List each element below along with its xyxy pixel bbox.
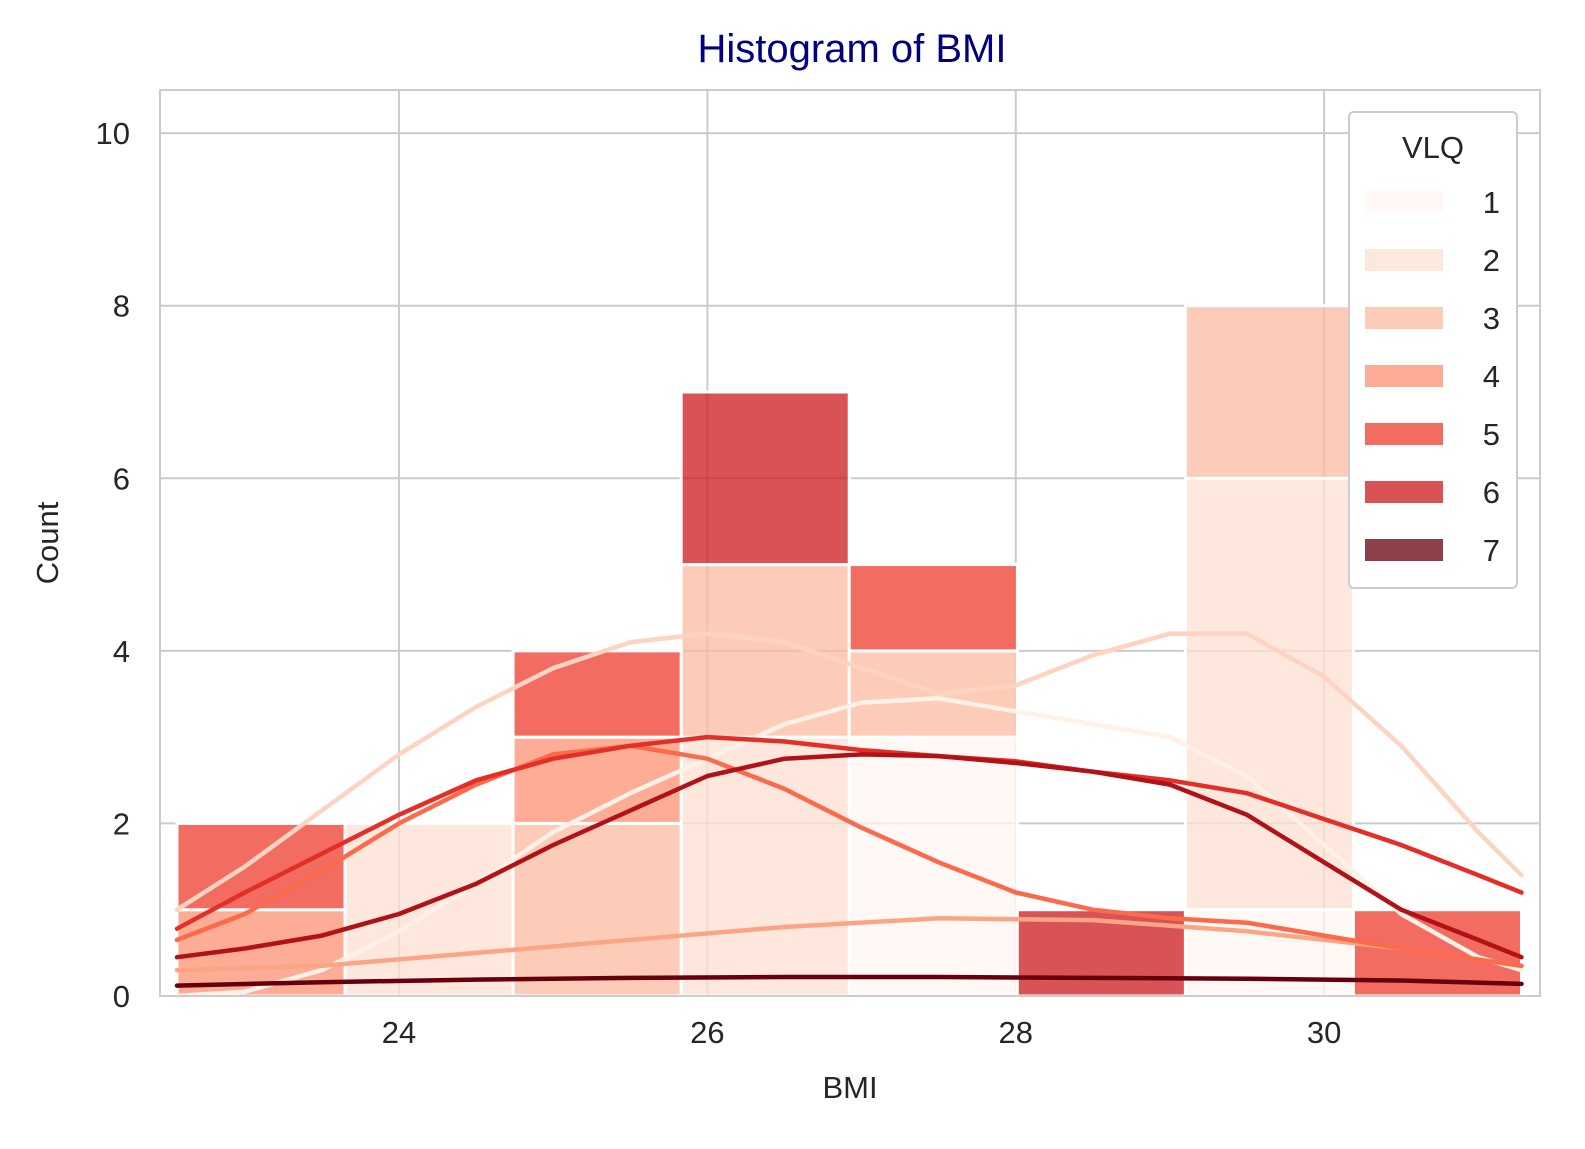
legend-swatch	[1365, 249, 1443, 271]
legend-swatch	[1365, 481, 1443, 503]
legend-item-vlq-4: 4	[1365, 359, 1500, 394]
kde-curve-vlq-1	[174, 696, 1524, 999]
histogram-bar-vlq-6	[679, 390, 851, 567]
legend-swatch	[1365, 365, 1443, 387]
y-tick-label: 2	[113, 806, 130, 841]
legend-item-vlq-1: 1	[1365, 185, 1500, 220]
histogram-bar-vlq-2	[343, 821, 515, 998]
kde-curve-vlq-6	[174, 752, 1524, 960]
histogram-bar-vlq-1	[847, 735, 1019, 998]
legend-label: 7	[1483, 533, 1500, 568]
plot-area	[159, 89, 1541, 999]
legend-label: 4	[1483, 359, 1500, 394]
legend-item-vlq-2: 2	[1365, 243, 1500, 278]
legend-title: VLQ	[1402, 130, 1464, 165]
y-tick-label: 8	[113, 289, 130, 324]
legend-label: 2	[1483, 243, 1500, 278]
histogram-bar-vlq-2	[1183, 476, 1355, 912]
kde-curve-vlq-7	[174, 974, 1524, 988]
legend-label: 6	[1483, 475, 1500, 510]
x-tick-label: 26	[690, 1015, 724, 1050]
legend-items: 1 2 3 4 5 6 7	[1365, 185, 1500, 568]
kde-curve-vlq-4	[174, 743, 1524, 969]
y-tick-label: 10	[96, 116, 130, 151]
histogram-bar-vlq-3	[1183, 304, 1355, 480]
legend-item-vlq-5: 5	[1365, 417, 1500, 452]
legend-swatch	[1365, 307, 1443, 329]
x-tick-label: 24	[382, 1015, 416, 1050]
histogram-bar-vlq-5	[847, 563, 1019, 653]
kde-curve-vlq-5	[174, 734, 1524, 931]
legend-box	[1348, 111, 1518, 589]
x-tick-label: 30	[1307, 1015, 1341, 1050]
legend-item-vlq-3: 3	[1365, 301, 1500, 336]
histogram-bar-vlq-5	[511, 649, 683, 739]
legend-label: 3	[1483, 301, 1500, 336]
legend-item-vlq-7: 7	[1365, 533, 1500, 568]
y-axis-ticks: 0 2 4 6 8 10	[96, 116, 130, 1014]
x-axis-label: BMI	[822, 1070, 877, 1105]
histogram-bar-vlq-3	[511, 821, 683, 998]
y-tick-label: 0	[113, 979, 130, 1014]
legend-swatch	[1365, 539, 1443, 561]
kde-curve-vlq-2	[174, 631, 1524, 912]
x-tick-label: 28	[999, 1015, 1033, 1050]
kde-curves	[174, 631, 1524, 999]
y-tick-label: 6	[113, 461, 130, 496]
legend-label: 5	[1483, 417, 1500, 452]
legend-label: 1	[1483, 185, 1500, 220]
legend-swatch	[1365, 423, 1443, 445]
histogram-bar-vlq-5	[175, 821, 347, 912]
y-axis-label: Count	[30, 501, 65, 584]
chart-title: Histogram of BMI	[698, 27, 1007, 71]
legend-swatch	[1365, 191, 1443, 213]
x-axis-ticks: 24 26 28 30	[382, 1015, 1342, 1050]
plot-frame	[159, 89, 1541, 997]
legend-item-vlq-6: 6	[1365, 475, 1500, 510]
kde-curve-vlq-3	[174, 916, 1524, 973]
legend: VLQ 1 2 3 4 5 6 7	[1348, 111, 1518, 589]
y-tick-label: 4	[113, 634, 130, 669]
